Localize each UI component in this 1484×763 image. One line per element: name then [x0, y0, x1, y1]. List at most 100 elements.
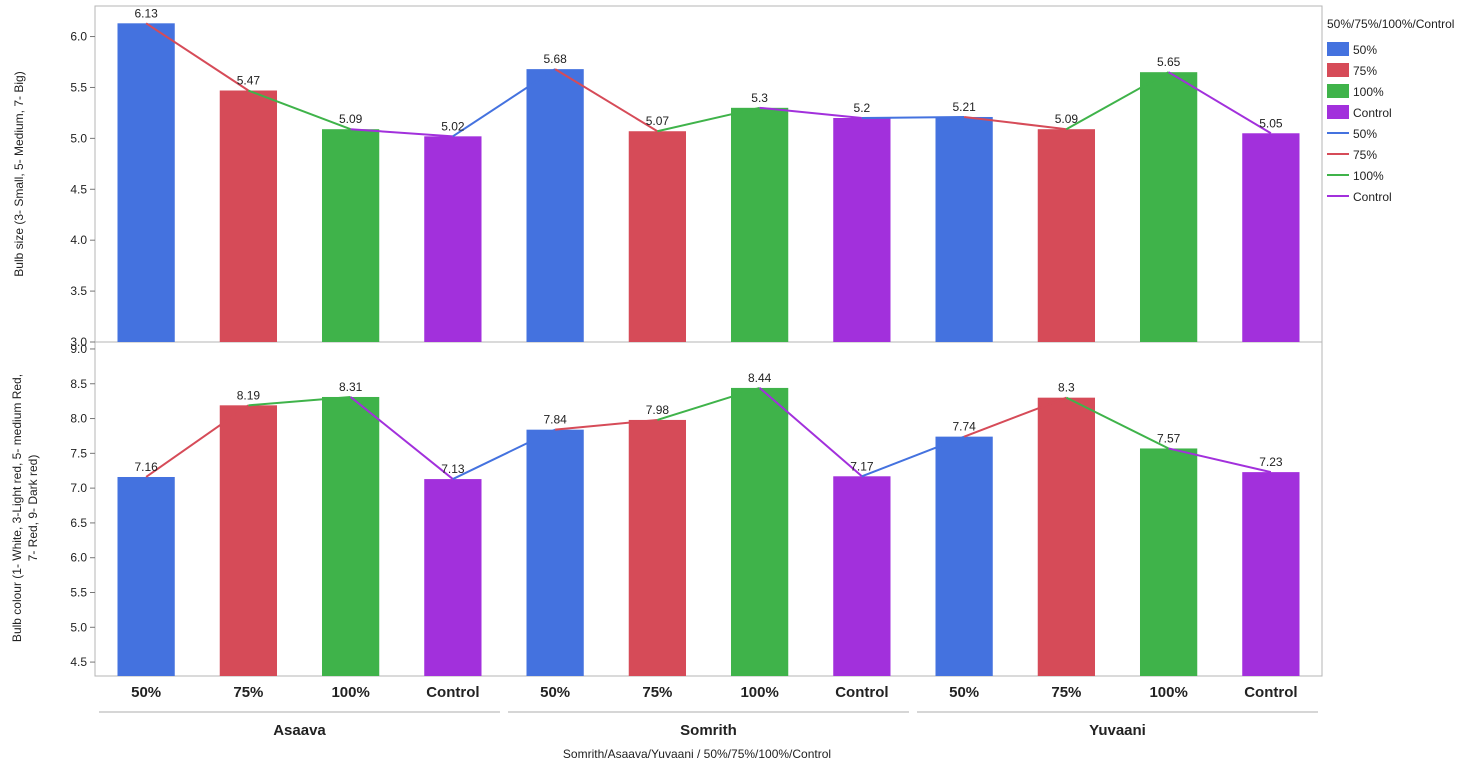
y-tick-label: 5.5: [70, 586, 87, 600]
x-category-label: Control: [1244, 684, 1297, 701]
plot-frame: [94, 5, 1323, 677]
y-tick-label: 6.5: [70, 516, 87, 530]
series-line-segment: [657, 106, 760, 133]
bar: [628, 419, 687, 676]
bar: [321, 129, 380, 342]
y-tick-label: 8.0: [70, 412, 87, 426]
bar: [833, 118, 891, 342]
y-tick-label: 4.0: [70, 233, 87, 247]
x-category-label: 75%: [1051, 684, 1081, 701]
data-label: 5.09: [1055, 112, 1079, 126]
data-label: 7.74: [952, 420, 976, 434]
y-tick-label: 7.5: [70, 446, 87, 460]
legend-line-label: 75%: [1353, 148, 1377, 162]
data-label: 5.21: [952, 100, 976, 114]
data-label: 7.98: [646, 403, 670, 417]
bar: [1037, 129, 1096, 342]
data-label: 5.09: [339, 112, 363, 126]
legend-bar-label: 50%: [1353, 43, 1377, 57]
bar: [321, 396, 380, 676]
y-tick-label: 9.0: [70, 342, 87, 356]
data-label: 6.13: [134, 6, 158, 20]
legend: 50%/75%/100%/Control 50% 75% 100% Control 50…: [1327, 17, 1454, 204]
data-label: 7.16: [134, 460, 158, 474]
data-label: 7.57: [1157, 431, 1181, 445]
series-line-segment: [452, 68, 556, 138]
bar: [1242, 133, 1300, 342]
bar: [424, 136, 482, 342]
bar: [1242, 472, 1300, 676]
data-label: 5.47: [237, 74, 261, 88]
y-tick-label: 5.0: [70, 131, 87, 145]
x-category-label: 50%: [540, 684, 570, 701]
series-line-segment: [861, 435, 965, 478]
bar: [1139, 72, 1198, 342]
series-line-segment: [1065, 396, 1170, 450]
data-label: 7.84: [543, 413, 567, 427]
data-label: 8.31: [339, 380, 363, 394]
series-line-segment: [759, 106, 862, 119]
data-label: 5.68: [543, 52, 567, 66]
x-axis-title: Somrith/Asaava/Yuvaani / 50%/75%/100%/Co…: [563, 747, 831, 761]
series-line-segment: [452, 428, 556, 480]
bar: [1037, 397, 1096, 676]
data-label: 7.13: [441, 462, 465, 476]
bar: [117, 23, 175, 343]
bar: [117, 476, 175, 676]
y-tick-label: 8.5: [70, 377, 87, 391]
data-label: 8.44: [748, 371, 772, 385]
series-line-segment: [1065, 71, 1170, 131]
y-tick-label: 3.0: [70, 335, 87, 349]
bar: [1139, 448, 1198, 676]
data-label: 8.19: [237, 388, 261, 402]
series-line-segment: [1168, 71, 1272, 135]
bar: [219, 405, 278, 676]
y-tick-label: 4.5: [70, 182, 87, 196]
series-line-segment: [554, 68, 658, 133]
y-tick-label: 5.5: [70, 80, 87, 94]
y-tick-label: 4.5: [70, 655, 87, 669]
y-tick-label: 6.0: [70, 551, 87, 565]
series-line-segment: [861, 115, 965, 119]
y-tick-label: 6.0: [70, 30, 87, 44]
series-line-segment: [248, 395, 351, 407]
data-label: 8.3: [1058, 381, 1075, 395]
legend-bar-label: 100%: [1353, 85, 1384, 99]
legend-title: 50%/75%/100%/Control: [1327, 17, 1454, 31]
data-label: 5.05: [1259, 116, 1283, 130]
x-category-label: 50%: [131, 684, 161, 701]
y-tick-label: 7.0: [70, 481, 87, 495]
series-line-segment: [964, 115, 1067, 131]
series-line-segment: [349, 396, 454, 480]
x-category-label: 100%: [1149, 684, 1187, 701]
x-category-label: Control: [835, 684, 888, 701]
y-axis-title-bulb-colour-line1: Bulb colour (1- White, 3-Light red, 5- m…: [10, 374, 24, 642]
data-label: 5.07: [646, 114, 670, 128]
bar: [730, 387, 789, 676]
x-axis: 50% 75% 100% Control 50% 75% 100% Control 50% 75%…: [99, 684, 1318, 739]
series-line-segment: [657, 386, 760, 421]
y-tick-label: 5.0: [70, 620, 87, 634]
data-label: 5.02: [441, 119, 465, 133]
x-group-label: Asaava: [273, 722, 326, 739]
series-line-segment: [963, 396, 1067, 438]
bulb-size-panel: 3.0 3.5 4.0 4.5 5.0 5.5 6.0 6.13 5.47 5.09 5.02 5.6…: [70, 6, 1300, 349]
series-line-segment: [758, 387, 863, 478]
legend-line-label: Control: [1353, 190, 1392, 204]
bar: [935, 116, 993, 343]
y-axis-title-bulb-size: Bulb size (3- Small, 5- Medium, 7- Big): [12, 71, 26, 276]
data-label: 5.3: [751, 91, 768, 105]
x-category-label: Control: [426, 684, 479, 701]
data-label: 5.65: [1157, 55, 1181, 69]
x-category-label: 50%: [949, 684, 979, 701]
x-group-label: Somrith: [680, 722, 737, 739]
legend-bar-label: 75%: [1353, 64, 1377, 78]
bulb-colour-panel: 4.5 5.0 5.5 6.0 6.5 7.0 7.5 8.0 8.5 9.0 7.16 8.19 8.…: [70, 342, 1300, 676]
series-line-segment: [248, 89, 351, 131]
series-line-segment: [350, 128, 453, 138]
data-label: 7.17: [850, 459, 874, 473]
legend-bar-swatch: [1327, 42, 1349, 56]
x-group-label: Yuvaani: [1089, 722, 1146, 739]
bar: [526, 69, 584, 343]
